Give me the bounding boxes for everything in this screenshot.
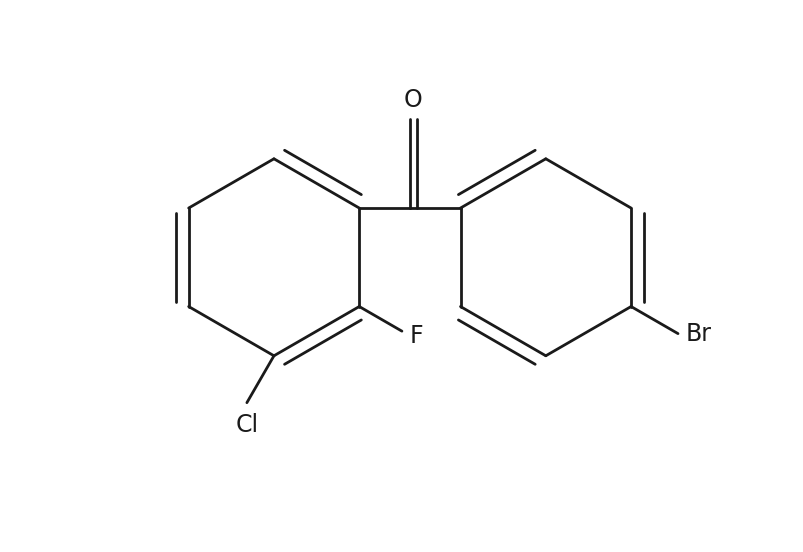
Text: Br: Br	[685, 322, 711, 346]
Text: O: O	[403, 88, 422, 112]
Text: Cl: Cl	[235, 412, 258, 437]
Text: F: F	[410, 324, 423, 348]
